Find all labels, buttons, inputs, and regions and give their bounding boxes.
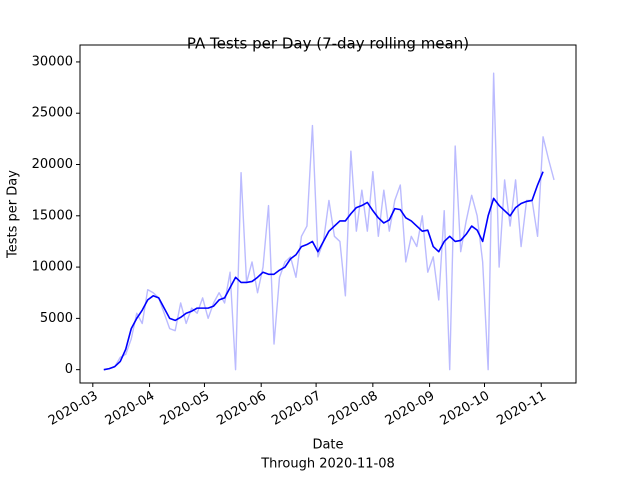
y-tick-label: 5000 xyxy=(40,311,73,326)
y-tick-label: 15000 xyxy=(32,208,73,223)
y-tick-label: 25000 xyxy=(32,106,73,121)
chart-title: PA Tests per Day (7-day rolling mean) xyxy=(187,35,469,53)
series-line xyxy=(103,72,555,371)
series-line xyxy=(103,171,544,371)
y-tick-label: 30000 xyxy=(32,54,73,69)
y-tick-label: 0 xyxy=(65,362,73,377)
x-axis-note: Through 2020-11-08 xyxy=(260,457,395,472)
y-axis-label: Tests per Day xyxy=(6,170,21,259)
plot-frame xyxy=(79,44,577,384)
y-tick-label: 20000 xyxy=(32,157,73,172)
y-tick-label: 10000 xyxy=(32,260,73,275)
x-axis-label: Date xyxy=(312,438,343,453)
